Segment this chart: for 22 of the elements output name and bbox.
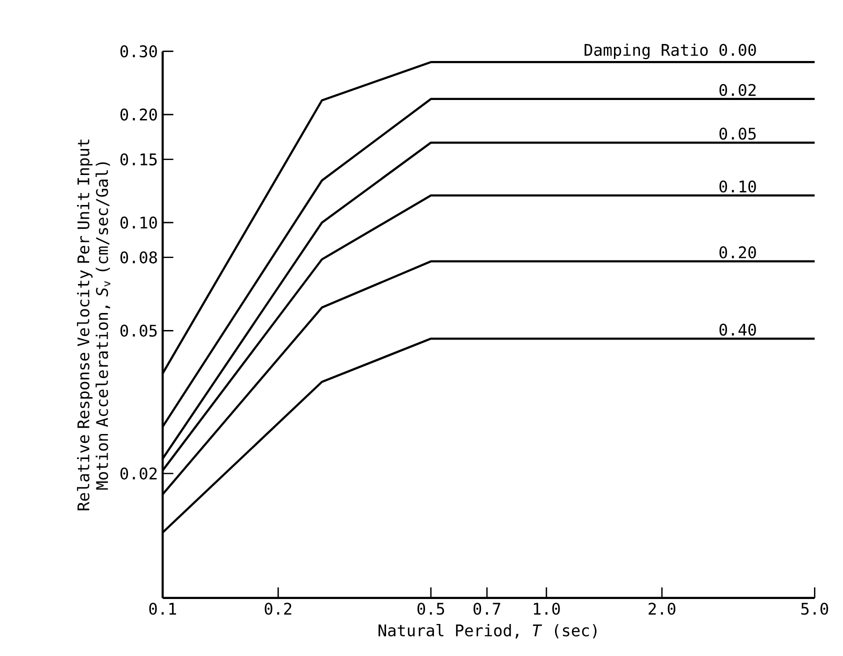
y-tick-label: 0.15 [120, 153, 157, 166]
series-label: 0.02 [719, 84, 756, 96]
x-tick-label: 1.0 [534, 602, 560, 615]
y-tick-label: 0.05 [120, 324, 157, 337]
series-label: 0.20 [719, 246, 756, 258]
series-label: 0.40 [719, 324, 756, 336]
x-tick-label: 0.2 [264, 602, 292, 615]
x-tick-label: 5.0 [801, 602, 828, 615]
x-tick-label: 0.5 [418, 602, 444, 615]
y-tick-label: 0.10 [120, 216, 157, 229]
x-axis-title: Natural Period, T (sec) [378, 624, 596, 638]
x-tick-label: 0.1 [149, 602, 176, 615]
x-tick-label: 0.7 [474, 602, 500, 615]
series-label: 0.10 [719, 180, 756, 193]
series-label: 0.00 [719, 44, 756, 56]
x-tick-label: 2.0 [648, 602, 676, 615]
y-tick-label: 0.08 [120, 251, 157, 264]
legend-title: Damping Ratio [584, 44, 708, 60]
y-tick-label: 0.02 [120, 467, 157, 480]
y-tick-label: 0.30 [120, 45, 157, 58]
series-label: 0.05 [719, 128, 756, 140]
y-tick-label: 0.20 [120, 108, 157, 121]
